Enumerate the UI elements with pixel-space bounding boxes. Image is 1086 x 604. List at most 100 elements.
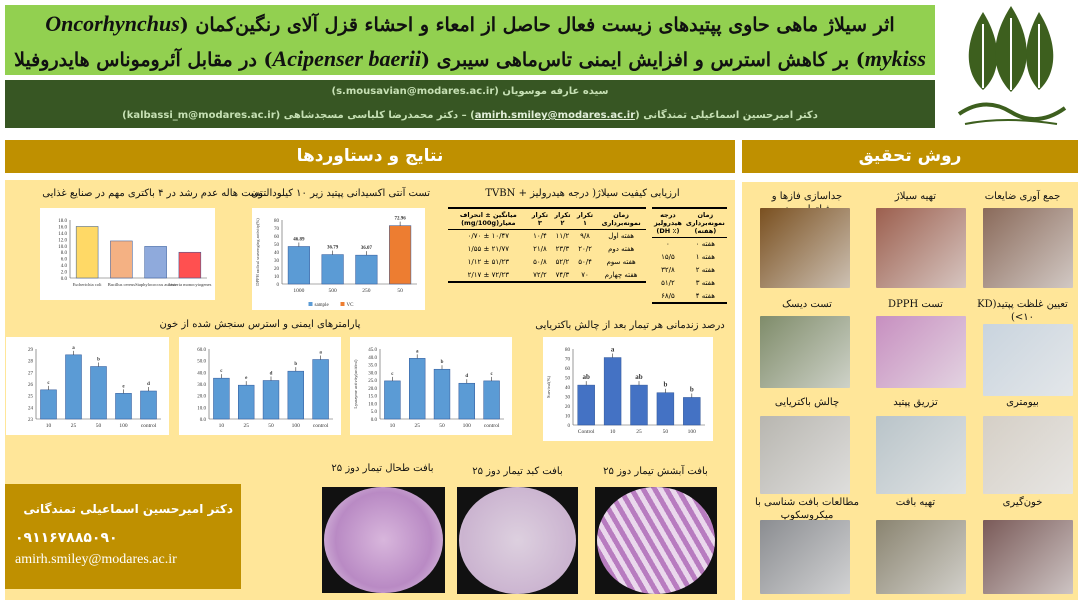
- x-tick-label: control: [313, 423, 329, 429]
- y-tick-label: 4.0: [61, 264, 68, 269]
- column-header: زمان نمونه‌برداری: [596, 208, 646, 230]
- bar: [355, 254, 378, 285]
- data-label: e: [245, 376, 248, 381]
- legend-label: sample: [315, 303, 330, 308]
- table-cell: ۱۰/۴: [533, 232, 547, 241]
- y-tick-label: 30: [274, 259, 280, 264]
- legend-label: VC: [347, 303, 355, 308]
- y-tick-label: 0.0: [371, 418, 378, 423]
- author-text: ) – دکتر محمدرضا کلباسی مسجدشاهی (kalbas…: [122, 110, 475, 121]
- table-cell: هفته ۳: [695, 279, 715, 287]
- x-tick-label: 50: [268, 423, 274, 429]
- contact-box: دکتر امیرحسین اسماعیلی تمندگانی ۰۹۱۱۶۷۸۸…: [5, 484, 241, 589]
- blood-params-title: پارامترهای ایمنی و استرس سنجش شده از خون: [159, 319, 361, 330]
- y-tick-label: 6.0: [61, 258, 68, 263]
- table-cell: ۱۱/۲: [555, 232, 570, 241]
- bar: [140, 390, 157, 420]
- bar: [115, 393, 132, 420]
- column-header: درجه هیدرولیز (٪ DH): [652, 208, 684, 238]
- y-axis-label: Lysozyme activity(unit/ml): [353, 359, 358, 409]
- tvbn-table: زمان نمونه‌برداری تکرار ۱ تکرار ۲ تکرار …: [448, 207, 646, 283]
- x-tick-label: 1000: [293, 288, 304, 294]
- y-tick-label: 5.0: [371, 410, 378, 415]
- y-tick-label: 16.0: [58, 225, 67, 230]
- table-cell: هفته چهارم: [604, 270, 638, 279]
- y-tick-label: 28: [28, 360, 34, 365]
- data-label: 46.89: [293, 237, 305, 242]
- data-label: a: [611, 346, 615, 354]
- bar: [144, 246, 167, 279]
- table-cell: ۵۱/۲: [661, 279, 675, 287]
- x-tick-label: 100: [688, 429, 697, 435]
- disk-test-photo: [760, 316, 850, 388]
- antibacterial-chart: 0.0 2.0 4.0 6.0 8.0 10.0 12.0 14.0 16.0 18.0 Esche…: [40, 208, 215, 300]
- y-tick-label: 35.0: [368, 364, 377, 369]
- email-link[interactable]: amirh.smiley@modares.ac.ir: [474, 110, 636, 121]
- bar: [630, 384, 648, 426]
- bar: [312, 359, 329, 420]
- bar: [178, 251, 202, 279]
- data-label: 36.79: [327, 246, 339, 251]
- bar: [238, 384, 255, 420]
- y-tick-label: 40: [565, 386, 571, 391]
- x-tick-label: 250: [362, 288, 371, 294]
- histology-label: بافت کبد تیمار دوز ۲۵: [472, 466, 563, 477]
- table-cell: ۱۵/۵: [661, 253, 675, 261]
- y-tick-label: 8.0: [61, 251, 68, 256]
- x-tick-label: control: [484, 423, 500, 429]
- spleen-histology-image: [322, 487, 445, 593]
- contact-email[interactable]: amirh.smiley@modares.ac.ir: [15, 552, 177, 567]
- title-latin: Oncorhynchus: [45, 11, 180, 36]
- method-step-label: بیومتری: [1006, 397, 1039, 408]
- y-tick-label: 30.0: [368, 371, 377, 376]
- method-step-label: تزریق پپتید: [893, 397, 938, 408]
- bar: [90, 366, 107, 420]
- table-cell: ۵۱/۲۳ ± ۱/۱۲: [467, 258, 509, 266]
- y-tick-label: 10: [565, 415, 571, 420]
- histology-label: بافت آبشش تیمار دوز ۲۵: [603, 466, 708, 477]
- x-tick-label: 50: [663, 429, 669, 435]
- liver-histology-image: [457, 487, 578, 594]
- bar: [433, 368, 451, 420]
- bar: [287, 370, 304, 420]
- x-tick-label: 500: [329, 288, 338, 294]
- table-cell: ۵۲/۲: [555, 258, 570, 266]
- data-label: ab: [635, 373, 643, 381]
- title-text: ) بر کاهش استرس و افزایش ایمنی تاس‌ماهی …: [421, 49, 865, 71]
- y-tick-label: 20: [565, 405, 571, 410]
- y-tick-label: 18.0: [58, 219, 67, 224]
- legend-swatch: [340, 302, 345, 306]
- data-label: a: [416, 349, 419, 354]
- y-tick-label: 50: [274, 243, 280, 248]
- data-label: 72.96: [395, 217, 407, 222]
- y-tick-label: 70: [565, 358, 571, 363]
- y-tick-label: 0: [568, 424, 571, 429]
- table-row: هفته چهارم ۷۰ ۷۴/۳ ۷۲/۲ ۷۲/۲۳ ± ۲/۱۷: [448, 269, 646, 282]
- table-cell: ۲۱/۸: [533, 245, 547, 253]
- bar: [287, 246, 310, 285]
- y-tick-label: 0.0: [200, 418, 207, 423]
- x-tick-label: 100: [463, 423, 472, 429]
- x-tick-label: Listeria monocytogenes: [168, 282, 211, 287]
- data-label: a: [319, 351, 322, 356]
- blood-chart-1: 23 24 25 26 27 28 29 10 c 25 a 50 b 100 e control d: [6, 337, 169, 435]
- bacterial-challenge-photo: [760, 416, 850, 494]
- table-row: هفته ۱ ۱۵/۵: [652, 251, 727, 264]
- silage-photo: [876, 208, 966, 288]
- data-label: b: [294, 362, 297, 367]
- y-tick-label: 20: [274, 267, 280, 272]
- x-tick-label: 25: [71, 423, 77, 429]
- data-label: d: [270, 372, 273, 377]
- survival-title: درصد زندمانی هر تیمار بعد از چالش باکتری…: [535, 320, 725, 331]
- tvbn-title: ارزیابی کیفیت سیلاژ( درجه هیدرولیز + TVB…: [485, 188, 680, 199]
- bar: [321, 254, 344, 285]
- y-tick-label: 2.0: [61, 271, 68, 276]
- table-cell: ۷۲/۲: [533, 270, 547, 279]
- bar: [262, 380, 280, 420]
- x-tick-label: 100: [119, 423, 128, 429]
- table-header-row: زمان نمونه‌برداری (هفته) درجه هیدرولیز (…: [652, 208, 727, 238]
- column-header: میانگین ± انحراف معیار(mg/100g): [448, 208, 529, 230]
- x-tick-label: 25: [414, 423, 420, 429]
- table-cell: ۶۸/۵: [661, 291, 675, 300]
- bar: [458, 382, 475, 420]
